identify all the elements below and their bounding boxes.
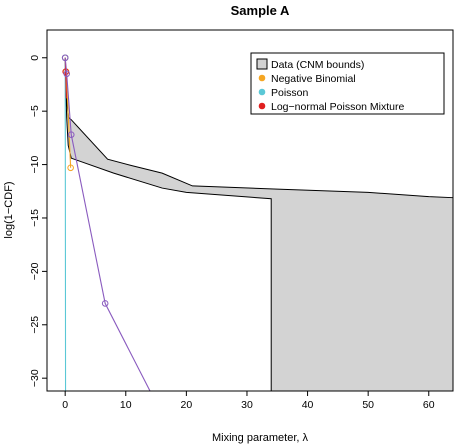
x-tick-label-50: 50 xyxy=(362,399,374,411)
y-axis: 0 −5 −10 −15 −20 −25 −30 xyxy=(29,55,47,387)
x-axis-label: Mixing parameter, λ xyxy=(212,432,308,444)
legend-label-negative-binomial: Negative Binomial xyxy=(271,73,356,85)
negative-binomial-point-3 xyxy=(67,164,74,172)
cnm-bounds-band xyxy=(64,57,454,392)
legend-swatch-poisson xyxy=(258,88,266,96)
series-4-point-4 xyxy=(101,300,109,307)
x-tick-label-0: 0 xyxy=(62,399,68,411)
legend-swatch-negative-binomial xyxy=(258,74,266,82)
legend-label-log-normal-poisson-mixture: Log−normal Poisson Mixture xyxy=(271,101,405,113)
y-tick-label-30: −30 xyxy=(29,369,41,387)
y-axis-label: log(1−CDF) xyxy=(3,181,15,238)
x-tick-label-60: 60 xyxy=(423,399,435,411)
series-4-point-2 xyxy=(63,70,70,78)
plot-area xyxy=(61,54,454,392)
series-4-line xyxy=(64,57,151,392)
y-tick-label-20: −20 xyxy=(29,262,41,280)
plot-frame xyxy=(46,29,454,392)
legend-label-data-cnm-bounds: Data (CNM bounds) xyxy=(271,59,364,71)
legend-swatch-log-normal-poisson-mixture xyxy=(258,102,266,110)
legend: Data (CNM bounds) Negative Binomial Poisso… xyxy=(250,52,445,115)
legend-swatch-data-cnm-bounds xyxy=(256,58,268,70)
x-tick-label-40: 40 xyxy=(302,399,314,411)
y-tick-label-0: 0 xyxy=(29,55,41,61)
chart-title: Sample A xyxy=(231,3,290,18)
x-tick-label-20: 20 xyxy=(181,399,193,411)
series-4-point-3 xyxy=(67,131,75,138)
x-axis: 0 10 20 30 40 50 60 xyxy=(62,391,435,411)
x-tick-label-30: 30 xyxy=(241,399,253,411)
y-tick-label-10: −10 xyxy=(29,156,41,174)
series-4-point-1 xyxy=(61,54,69,62)
legend-box xyxy=(250,52,445,115)
y-tick-label-25: −25 xyxy=(29,316,41,334)
legend-label-poisson: Poisson xyxy=(271,87,309,99)
x-tick-label-10: 10 xyxy=(120,399,132,411)
y-tick-label-15: −15 xyxy=(29,209,41,227)
y-tick-label-5: −5 xyxy=(29,105,41,117)
